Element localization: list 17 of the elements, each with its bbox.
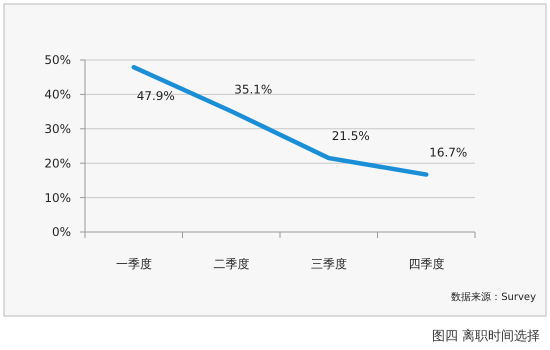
y-tick-label: 20%	[44, 156, 71, 170]
source-note: 数据来源：Survey	[451, 291, 536, 303]
y-tick-label: 30%	[44, 122, 71, 136]
line-series	[132, 64, 428, 177]
y-tick-label: 0%	[52, 225, 71, 240]
data-label: 21.5%	[332, 129, 370, 144]
data-label: 35.1%	[234, 82, 272, 96]
y-tick-label: 50%	[44, 53, 71, 68]
x-tick-label: 二季度	[213, 257, 250, 271]
y-tick-label: 40%	[44, 88, 71, 102]
x-tick-label: 四季度	[408, 257, 444, 271]
y-tick-label: 10%	[44, 190, 71, 205]
data-label: 47.9%	[136, 89, 175, 104]
x-tick-label: 一季度	[116, 257, 152, 271]
text: 图四 离职时间选择	[432, 328, 540, 344]
x-tick-label: 三季度	[310, 257, 347, 271]
data-label: 16.7%	[429, 146, 468, 160]
